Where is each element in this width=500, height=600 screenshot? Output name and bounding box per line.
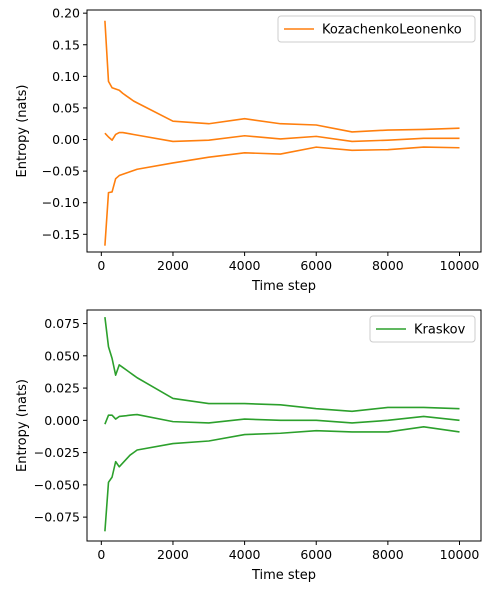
x-tick-label: 0 (97, 258, 105, 273)
x-tick-label: 0 (97, 547, 105, 562)
x-tick-label: 6000 (300, 258, 332, 273)
legend-entry: Kraskov (414, 323, 466, 338)
series-line-1 (104, 20, 460, 133)
y-tick-label: 0.075 (44, 316, 80, 331)
x-tick-label: 2000 (157, 258, 189, 273)
series-line-1 (104, 317, 460, 413)
y-tick-label: 0.20 (52, 6, 80, 21)
y-tick-label: 0.050 (44, 348, 80, 363)
x-tick-label: 8000 (372, 258, 404, 273)
x-tick-label: 8000 (372, 547, 404, 562)
y-tick-label: −0.075 (34, 510, 80, 525)
x-tick-label: 2000 (157, 547, 189, 562)
x-tick-label: 6000 (300, 547, 332, 562)
x-tick-label: 10000 (440, 547, 480, 562)
chart-panel-bottom: 0 2000 4000 6000 8000 10000 0.075 0.050 0.025 0.0… (15, 309, 482, 583)
x-tick-label: 10000 (440, 258, 480, 273)
x-tick-label: 4000 (229, 258, 261, 273)
y-tick-label: −0.15 (42, 227, 80, 242)
legend-frame (369, 315, 476, 343)
legend: KozachenkoLeonenko (277, 15, 476, 43)
y-axis-label: Entropy (nats) (15, 85, 30, 178)
y-tick-label: 0.05 (52, 100, 80, 115)
y-tick-label: 0.15 (52, 37, 80, 52)
x-axis-label: Time step (251, 568, 316, 583)
y-tick-label: 0.025 (44, 381, 80, 396)
series-line-3 (104, 146, 460, 246)
plot-frame (86, 9, 482, 253)
y-tick-label: 0.000 (44, 413, 80, 428)
legend: Kraskov (369, 315, 476, 343)
series-line-2 (104, 413, 460, 425)
series-line-2 (104, 131, 460, 143)
chart-panel-top: 0 2000 4000 6000 8000 10000 0.20 0.15 0.10 0.05 0.… (15, 6, 482, 294)
y-tick-label: 0.00 (52, 132, 80, 147)
y-axis-label: Entropy (nats) (15, 379, 30, 472)
x-tick-label: 4000 (229, 547, 261, 562)
x-axis-label: Time step (251, 279, 316, 294)
y-tick-label: −0.025 (34, 445, 80, 460)
series-line-3 (104, 425, 460, 532)
legend-entry: KozachenkoLeonenko (322, 23, 462, 38)
y-tick-label: −0.050 (34, 477, 80, 492)
plot-frame (86, 309, 482, 542)
y-tick-label: −0.05 (42, 164, 80, 179)
legend-frame (277, 15, 476, 43)
y-tick-label: −0.10 (42, 195, 80, 210)
y-tick-label: 0.10 (52, 69, 80, 84)
